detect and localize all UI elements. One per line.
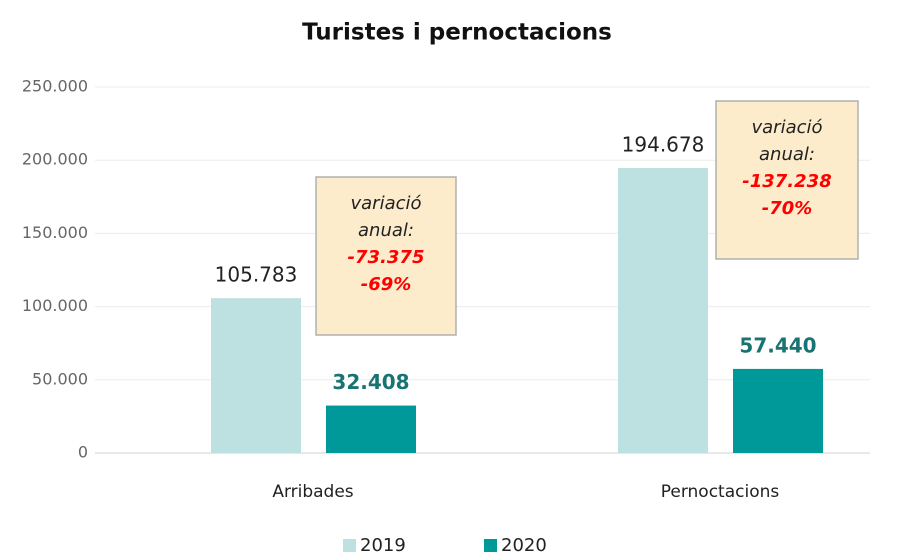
y-tick-label: 50.000 — [32, 369, 88, 388]
bar — [618, 167, 708, 454]
y-tick-label: 250.000 — [22, 77, 88, 96]
annotation-change: -73.375 — [348, 247, 425, 268]
legend-label: 2020 — [501, 535, 547, 556]
annotation-box — [315, 176, 457, 336]
legend-swatch — [484, 539, 497, 552]
value-label: 57.440 — [739, 333, 816, 357]
y-tick-label: 150.000 — [22, 223, 88, 242]
annotation-percent: -70% — [762, 198, 813, 219]
legend-label: 2019 — [360, 535, 406, 556]
annotation-text: variació — [350, 193, 421, 214]
annotation-text: variació — [751, 117, 822, 138]
value-label: 194.678 — [622, 132, 705, 156]
annotation-change: -137.238 — [742, 171, 831, 192]
bar — [326, 405, 416, 453]
annotation-text: anual: — [358, 220, 414, 241]
value-label: 32.408 — [332, 370, 409, 394]
x-tick-label: Arribades — [272, 482, 353, 502]
chart-title: Turistes i pernoctacions — [302, 20, 612, 46]
annotation-text: anual: — [759, 144, 815, 165]
y-tick-label: 200.000 — [22, 150, 88, 169]
bar — [211, 298, 301, 453]
legend-swatch — [343, 539, 356, 552]
y-tick-label: 0 — [78, 443, 88, 462]
value-label: 105.783 — [215, 263, 298, 287]
y-tick-label: 100.000 — [22, 296, 88, 315]
annotation-percent: -69% — [361, 274, 412, 295]
annotation-box — [715, 100, 859, 260]
bar — [733, 368, 823, 453]
x-tick-label: Pernoctacions — [661, 482, 780, 502]
